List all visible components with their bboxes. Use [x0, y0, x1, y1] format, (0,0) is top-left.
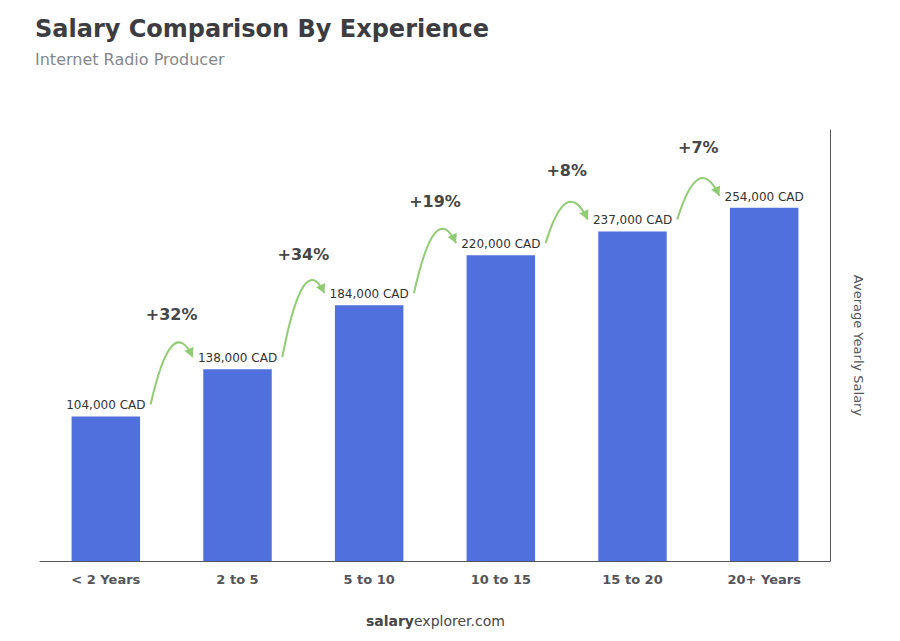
svg-text:Salary Comparison By Experienc: Salary Comparison By Experience — [35, 15, 489, 43]
svg-text:220,000 CAD: 220,000 CAD — [461, 237, 540, 251]
svg-text:< 2 Years: < 2 Years — [71, 572, 140, 587]
svg-text:5 to 10: 5 to 10 — [343, 572, 394, 587]
svg-text:salary: salary — [366, 613, 414, 629]
svg-text:15 to 20: 15 to 20 — [602, 572, 662, 587]
svg-text:+32%: +32% — [146, 305, 198, 324]
svg-text:10 to 15: 10 to 15 — [471, 572, 531, 587]
svg-text:184,000 CAD: 184,000 CAD — [330, 287, 409, 301]
svg-text:2 to 5: 2 to 5 — [216, 572, 258, 587]
svg-text:+34%: +34% — [277, 245, 329, 264]
svg-text:104,000 CAD: 104,000 CAD — [66, 398, 145, 412]
svg-text:+7%: +7% — [678, 138, 719, 157]
svg-text:Internet Radio Producer: Internet Radio Producer — [35, 50, 225, 69]
svg-text:explorer.com: explorer.com — [414, 613, 505, 629]
svg-text:+8%: +8% — [546, 161, 587, 180]
svg-text:+19%: +19% — [409, 192, 461, 211]
svg-text:Average Yearly Salary: Average Yearly Salary — [851, 275, 866, 417]
svg-text:254,000 CAD: 254,000 CAD — [725, 190, 804, 204]
svg-text:20+ Years: 20+ Years — [727, 572, 801, 587]
svg-text:237,000 CAD: 237,000 CAD — [593, 213, 672, 227]
svg-text:138,000 CAD: 138,000 CAD — [198, 351, 277, 365]
